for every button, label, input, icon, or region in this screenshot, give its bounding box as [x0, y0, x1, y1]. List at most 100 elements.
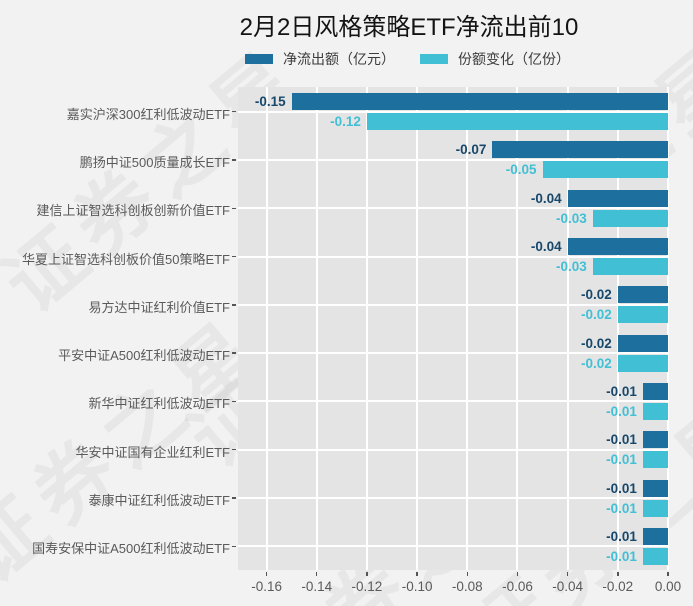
legend-item: 份额变化（亿份） — [420, 49, 570, 69]
gridline-horizontal — [238, 352, 668, 355]
y-tick — [232, 159, 236, 161]
gridline-horizontal — [238, 255, 668, 258]
x-axis-label: -0.08 — [451, 579, 483, 594]
bar-net-outflow — [642, 527, 668, 545]
bar-share-change — [642, 499, 668, 517]
gridline-horizontal — [238, 303, 668, 306]
gridline-horizontal — [238, 545, 668, 548]
y-tick — [232, 207, 236, 209]
bar-value-label-share-change: -0.01 — [606, 403, 637, 419]
bar-value-label-net-outflow: -0.02 — [581, 335, 612, 351]
gridline-vertical — [315, 87, 318, 570]
x-axis-label: -0.16 — [251, 579, 282, 594]
bar-share-change — [642, 451, 668, 469]
x-tick — [516, 572, 519, 576]
gridline-vertical — [566, 87, 569, 570]
bar-share-change — [617, 306, 668, 324]
legend-swatch-share-change — [420, 54, 448, 64]
gridline-vertical — [616, 87, 619, 570]
x-tick — [316, 572, 318, 576]
bar-value-label-net-outflow: -0.01 — [606, 432, 637, 448]
x-axis-label: -0.10 — [401, 579, 433, 594]
y-tick — [232, 352, 236, 354]
bar-value-label-net-outflow: -0.02 — [581, 287, 612, 303]
bar-value-label-share-change: -0.02 — [581, 307, 612, 323]
bar-net-outflow — [492, 141, 668, 159]
legend-label: 净流出额（亿元） — [283, 51, 395, 67]
y-axis-label: 建信上证智选科创板创新价值ETF — [36, 203, 230, 219]
bar-value-label-share-change: -0.02 — [581, 355, 612, 371]
gridline-vertical — [667, 87, 669, 570]
bar-share-change — [542, 161, 668, 179]
y-tick — [232, 449, 236, 451]
gridline-horizontal — [238, 207, 668, 210]
x-axis-label: -0.04 — [552, 579, 584, 594]
x-axis-label: -0.14 — [301, 579, 333, 594]
bar-net-outflow — [291, 93, 668, 111]
bar-net-outflow — [567, 238, 668, 256]
bar-value-label-net-outflow: -0.15 — [254, 94, 286, 110]
y-tick — [232, 545, 236, 548]
bar-value-label-share-change: -0.01 — [606, 548, 637, 564]
bar-value-label-share-change: -0.12 — [330, 114, 361, 130]
x-tick — [416, 572, 418, 576]
bar-share-change — [642, 402, 668, 420]
legend-label: 份额变化（亿份） — [458, 51, 570, 67]
x-axis-label: -0.02 — [602, 579, 634, 594]
bar-value-label-net-outflow: -0.07 — [455, 142, 487, 158]
gridline-vertical — [265, 87, 268, 570]
y-axis-label: 嘉实沪深300红利低波动ETF — [66, 106, 230, 122]
gridline-vertical — [416, 87, 419, 570]
bar-value-label-net-outflow: -0.04 — [530, 190, 562, 206]
bar-net-outflow — [617, 286, 668, 304]
bar-share-change — [592, 209, 668, 227]
plot-area: -0.15 -0.12 -0.07 -0.05 -0.04 -0.03 -0.04 -0.03… — [238, 87, 669, 570]
bar-value-label-net-outflow: -0.01 — [606, 528, 637, 544]
y-tick — [232, 304, 236, 306]
bar-net-outflow — [567, 189, 668, 207]
chart-title: 2月2日风格策略ETF净流出前10 — [239, 14, 579, 41]
y-tick — [232, 110, 236, 113]
bar-value-label-net-outflow: -0.01 — [606, 383, 637, 399]
x-tick — [466, 572, 468, 576]
bar-value-label-net-outflow: -0.01 — [606, 480, 637, 496]
gridline-horizontal — [238, 497, 668, 500]
bar-net-outflow — [642, 479, 668, 497]
bar-share-change — [642, 547, 668, 565]
y-axis-label: 新华中证红利低波动ETF — [88, 396, 230, 412]
chart-legend: 净流出额（亿元） 份额变化（亿份） — [245, 50, 570, 68]
legend-swatch-net-outflow — [245, 54, 273, 64]
y-axis-label: 国寿安保中证A500红利低波动ETF — [32, 541, 230, 557]
y-tick — [232, 255, 236, 258]
y-axis-label: 鹏扬中证500质量成长ETF — [79, 154, 230, 170]
legend-item: 净流出额（亿元） — [245, 49, 395, 69]
gridline-vertical — [365, 87, 368, 570]
gridline-horizontal — [238, 110, 668, 113]
bar-net-outflow — [642, 382, 668, 400]
x-tick — [667, 572, 669, 576]
gridline-horizontal — [238, 400, 668, 403]
x-tick — [617, 572, 619, 576]
gridline-vertical — [466, 87, 469, 570]
x-tick — [265, 572, 268, 576]
y-axis-label: 华安中证国有企业红利ETF — [75, 444, 230, 460]
x-tick — [566, 572, 569, 576]
bar-value-label-share-change: -0.03 — [555, 210, 587, 226]
bar-share-change — [592, 258, 668, 276]
y-tick — [232, 497, 236, 499]
x-axis-label: -0.12 — [351, 579, 383, 594]
bar-value-label-share-change: -0.01 — [606, 452, 637, 468]
gridline-horizontal — [238, 448, 668, 451]
x-axis-label: -0.06 — [502, 579, 533, 594]
bar-value-label-share-change: -0.05 — [505, 162, 537, 178]
y-axis-label: 泰康中证红利低波动ETF — [88, 493, 230, 509]
bar-net-outflow — [617, 334, 668, 352]
bar-share-change — [366, 113, 668, 131]
y-axis-label: 易方达中证红利价值ETF — [88, 299, 230, 315]
bar-value-label-share-change: -0.03 — [555, 259, 587, 275]
bar-net-outflow — [642, 431, 668, 449]
y-axis-label: 华夏上证智选科创板价值50策略ETF — [21, 251, 230, 267]
gridline-vertical — [516, 87, 519, 570]
bar-value-label-net-outflow: -0.04 — [530, 239, 562, 255]
